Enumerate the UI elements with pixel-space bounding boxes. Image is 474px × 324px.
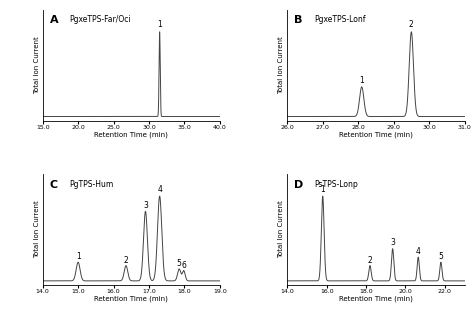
Text: B: B	[294, 15, 303, 25]
Text: 4: 4	[157, 185, 162, 193]
Text: 1: 1	[359, 76, 364, 85]
X-axis label: Retention Time (min): Retention Time (min)	[339, 131, 413, 138]
Text: A: A	[50, 15, 58, 25]
Y-axis label: Total Ion Current: Total Ion Current	[34, 36, 40, 94]
Text: D: D	[294, 179, 304, 190]
Text: 5: 5	[438, 252, 443, 261]
Text: PsTPS-Lonp: PsTPS-Lonp	[314, 179, 357, 189]
Text: 3: 3	[390, 238, 395, 247]
Y-axis label: Total Ion Current: Total Ion Current	[34, 201, 40, 259]
Text: PgxeTPS-Lonf: PgxeTPS-Lonf	[314, 15, 365, 24]
Text: PgxeTPS-Far/Oci: PgxeTPS-Far/Oci	[69, 15, 131, 24]
Text: 2: 2	[124, 256, 128, 265]
Text: C: C	[50, 179, 58, 190]
Text: 5: 5	[177, 259, 182, 268]
Text: 4: 4	[416, 247, 421, 256]
X-axis label: Retention Time (min): Retention Time (min)	[94, 131, 168, 138]
X-axis label: Retention Time (min): Retention Time (min)	[94, 296, 168, 302]
Text: 2: 2	[409, 20, 414, 29]
Text: 1: 1	[76, 252, 81, 261]
Text: 1: 1	[157, 20, 162, 29]
Y-axis label: Total Ion Current: Total Ion Current	[279, 36, 284, 94]
Text: 1: 1	[320, 185, 325, 193]
Text: 3: 3	[143, 201, 148, 210]
X-axis label: Retention Time (min): Retention Time (min)	[339, 296, 413, 302]
Text: 6: 6	[182, 261, 186, 270]
Text: PgTPS-Hum: PgTPS-Hum	[69, 179, 113, 189]
Text: 2: 2	[368, 256, 373, 265]
Y-axis label: Total Ion Current: Total Ion Current	[279, 201, 284, 259]
